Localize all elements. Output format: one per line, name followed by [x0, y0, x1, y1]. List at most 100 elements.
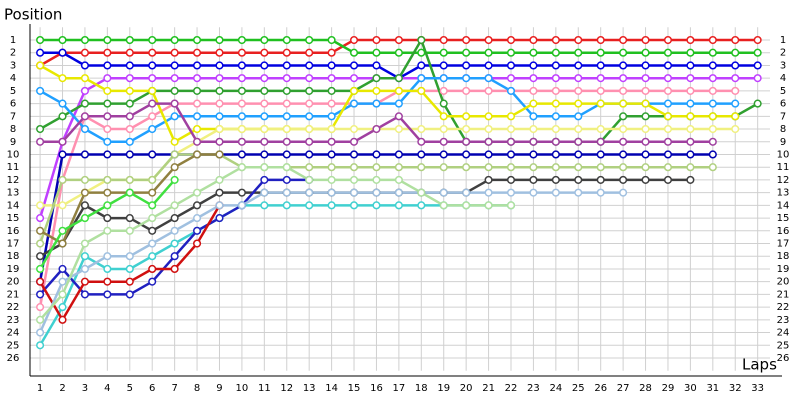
marker — [417, 163, 426, 172]
markers — [36, 35, 762, 350]
marker — [327, 35, 336, 45]
y-tick-label-right: 17 — [777, 239, 790, 250]
marker — [305, 124, 314, 134]
marker — [372, 124, 381, 134]
marker — [484, 35, 493, 45]
marker — [148, 264, 157, 274]
marker — [215, 35, 224, 45]
marker — [394, 188, 403, 197]
marker — [170, 175, 179, 184]
y-tick-label: 7 — [10, 111, 16, 122]
marker — [103, 264, 112, 274]
marker — [260, 163, 269, 172]
marker — [282, 188, 291, 197]
y-tick-label-right: 22 — [777, 302, 790, 313]
y-axis-title: Position — [4, 6, 62, 24]
marker — [103, 137, 112, 146]
y-tick-label-right: 16 — [777, 226, 790, 237]
marker — [372, 175, 381, 184]
marker — [237, 112, 246, 121]
y-tick-label: 15 — [7, 213, 20, 224]
marker — [148, 35, 157, 45]
marker — [753, 61, 762, 70]
marker — [36, 214, 45, 223]
marker — [596, 124, 605, 134]
x-tick-label: 12 — [280, 383, 293, 394]
marker — [170, 74, 179, 83]
marker — [327, 48, 336, 57]
marker — [619, 124, 628, 134]
marker — [574, 86, 583, 95]
marker — [36, 86, 45, 95]
marker — [417, 48, 426, 57]
marker — [439, 35, 448, 45]
marker — [551, 163, 560, 172]
marker — [462, 74, 471, 83]
marker — [641, 61, 650, 70]
marker — [103, 201, 112, 210]
marker — [708, 61, 717, 70]
marker — [394, 35, 403, 45]
marker — [708, 48, 717, 57]
marker — [193, 35, 202, 45]
marker — [36, 137, 45, 146]
marker — [305, 137, 314, 146]
marker — [686, 99, 695, 108]
marker — [753, 99, 762, 108]
marker — [36, 61, 45, 70]
marker — [372, 74, 381, 83]
y-tick-label-right: 14 — [777, 200, 790, 211]
marker — [484, 112, 493, 121]
marker — [417, 137, 426, 146]
marker — [148, 277, 157, 286]
marker — [125, 61, 134, 70]
marker — [215, 201, 224, 210]
marker — [282, 112, 291, 121]
marker — [125, 48, 134, 57]
marker — [484, 86, 493, 95]
x-tick-label: 30 — [684, 383, 697, 394]
marker — [349, 35, 359, 45]
marker — [731, 48, 740, 57]
marker — [80, 264, 89, 274]
y-tick-label: 20 — [7, 277, 20, 288]
marker — [663, 35, 673, 45]
y-tick-label-right: 9 — [780, 137, 786, 148]
x-tick-label: 20 — [460, 383, 473, 394]
marker — [327, 188, 336, 197]
marker — [574, 175, 583, 184]
marker — [327, 61, 336, 70]
marker — [170, 163, 179, 172]
marker — [731, 99, 740, 108]
marker — [484, 48, 493, 57]
marker — [439, 188, 448, 197]
marker — [619, 137, 628, 146]
marker — [327, 112, 336, 121]
marker — [148, 226, 157, 235]
marker — [372, 86, 381, 95]
marker — [282, 35, 291, 45]
x-tick-label: 27 — [617, 383, 630, 394]
marker — [574, 35, 583, 45]
marker — [731, 112, 740, 121]
marker — [36, 239, 45, 248]
marker — [484, 150, 493, 159]
y-tick-label: 21 — [7, 289, 20, 300]
marker — [349, 175, 359, 184]
marker — [80, 86, 89, 95]
marker — [260, 48, 269, 57]
marker — [36, 252, 45, 261]
marker — [372, 35, 381, 45]
x-tick-label: 21 — [482, 383, 495, 394]
marker — [36, 35, 45, 45]
marker — [193, 112, 202, 121]
marker — [574, 188, 583, 197]
marker — [372, 150, 381, 159]
marker — [237, 48, 246, 57]
marker — [305, 48, 314, 57]
marker — [305, 150, 314, 159]
marker — [574, 61, 583, 70]
marker — [125, 150, 134, 159]
marker — [305, 201, 314, 210]
marker — [58, 303, 67, 312]
